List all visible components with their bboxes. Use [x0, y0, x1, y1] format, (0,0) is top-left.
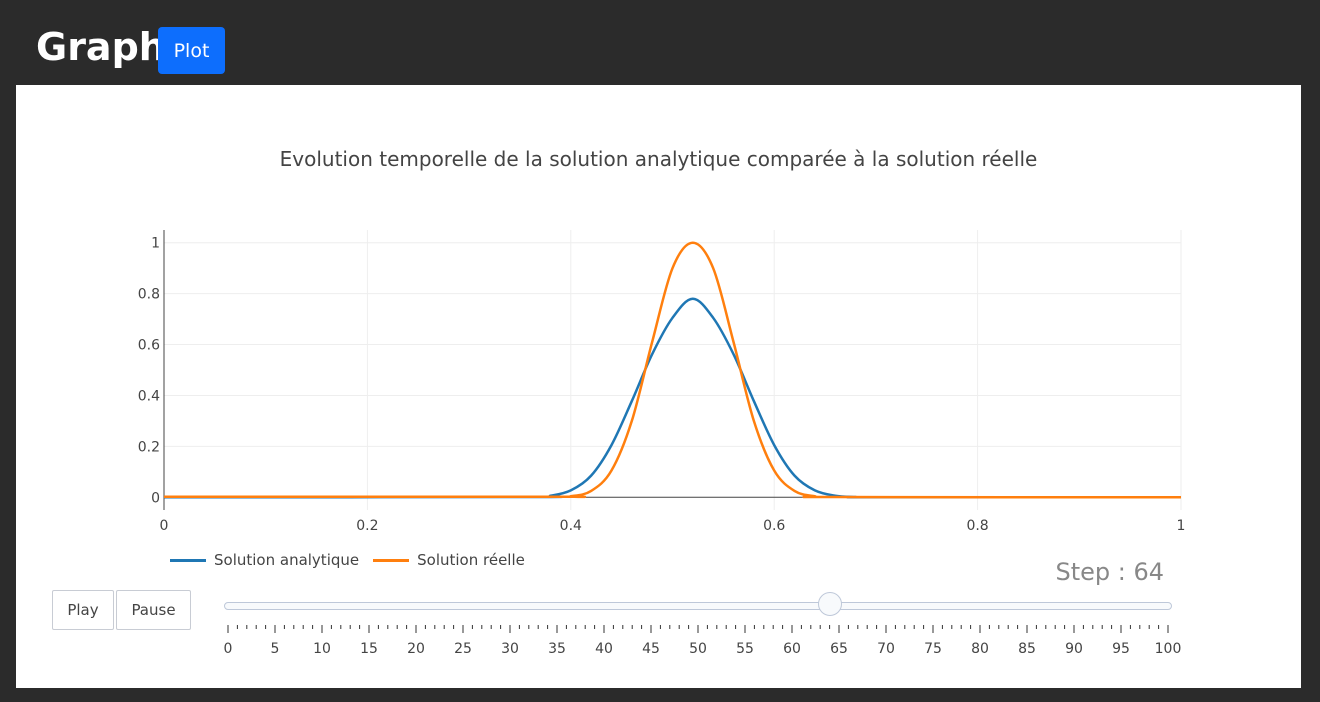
- step-slider-track[interactable]: [224, 602, 1172, 610]
- legend: Solution analytique Solution réelle: [170, 551, 539, 569]
- x-tick-label: 0.8: [966, 518, 988, 534]
- slider-tick-label: 100: [1155, 641, 1182, 655]
- step-slider-handle[interactable]: [817, 592, 842, 616]
- legend-swatch-analytique: [170, 558, 206, 562]
- slider-tick-label: 50: [689, 641, 707, 655]
- step-value: 64: [1133, 558, 1164, 586]
- step-prefix: Step :: [1055, 558, 1134, 586]
- slider-tick-label: 40: [595, 641, 613, 655]
- slider-tick-label: 30: [501, 641, 519, 655]
- y-tick-label: 1: [151, 236, 160, 252]
- legend-label-reelle: Solution réelle: [417, 551, 525, 569]
- play-button[interactable]: Play: [52, 590, 114, 630]
- x-tick-label: 0.4: [560, 518, 582, 534]
- slider-tick-label: 70: [877, 641, 895, 655]
- slider-tick-label: 25: [454, 641, 472, 655]
- top-bar: Graph Plot: [16, 10, 1301, 85]
- slider-tick-label: 65: [830, 641, 848, 655]
- slider-tick-label: 0: [224, 641, 233, 655]
- series-line-analytique: [163, 297, 1182, 499]
- slider-tick-label: 35: [548, 641, 566, 655]
- slider-tick-label: 20: [407, 641, 425, 655]
- y-tick-label: 0.6: [138, 338, 160, 354]
- y-tick-label: 0.4: [138, 388, 160, 404]
- app-title: Graph: [36, 25, 166, 69]
- x-tick-label: 1: [1177, 518, 1186, 534]
- y-tick-label: 0.2: [138, 439, 160, 455]
- legend-swatch-reelle: [373, 558, 410, 562]
- plot-button[interactable]: Plot: [158, 27, 225, 74]
- slider-tick-label: 5: [271, 641, 280, 655]
- step-label: Step : 64: [1055, 558, 1164, 586]
- y-tick-label: 0: [151, 490, 160, 506]
- x-tick-label: 0.6: [763, 518, 785, 534]
- slider-tick-label: 80: [971, 641, 989, 655]
- line-chart: 0 0.2 0.4 0.6 0.8 1 0 0.2 0.4 0.6 0.8 1: [138, 230, 1186, 534]
- x-tick-label: 0.2: [356, 518, 378, 534]
- legend-item-reelle[interactable]: Solution réelle: [373, 551, 525, 569]
- legend-label-analytique: Solution analytique: [214, 551, 360, 569]
- step-slider-ticks: 0 5 10 15 20 25 30 35 40 45 50 55 60 65 70 75 80 85 90 95 10…: [224, 625, 1182, 655]
- legend-item-analytique[interactable]: Solution analytique: [170, 551, 359, 569]
- series-line-reelle: [163, 241, 1182, 499]
- slider-tick-label: 15: [360, 641, 378, 655]
- chart-title: Evolution temporelle de la solution anal…: [279, 147, 1038, 171]
- slider-tick-label: 45: [642, 641, 660, 655]
- slider-tick-label: 75: [924, 641, 942, 655]
- pause-button[interactable]: Pause: [116, 590, 191, 630]
- slider-tick-label: 90: [1065, 641, 1083, 655]
- slider-tick-label: 85: [1018, 641, 1036, 655]
- slider-tick-label: 60: [783, 641, 801, 655]
- slider-tick-label: 95: [1112, 641, 1130, 655]
- slider-tick-label: 55: [736, 641, 754, 655]
- y-tick-label: 0.8: [138, 287, 160, 303]
- slider-tick-label: 10: [313, 641, 331, 655]
- chart-panel: Evolution temporelle de la solution anal…: [16, 85, 1301, 688]
- x-tick-label: 0: [160, 518, 169, 534]
